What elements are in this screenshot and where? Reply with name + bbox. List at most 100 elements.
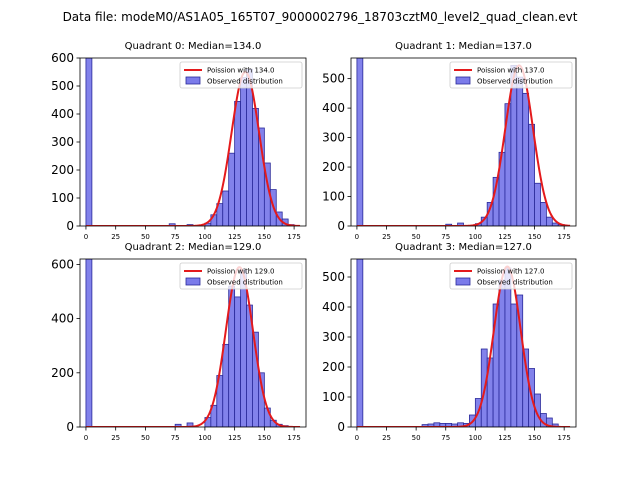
quadrant-3-axes-frame (350, 258, 577, 428)
histogram-bar (504, 267, 512, 427)
quadrant-3-chart: Quadrant 3: Median=127.00100200300400500… (322, 242, 577, 442)
x-tick-label: 175 (557, 434, 570, 442)
x-tick-label: 0 (355, 233, 359, 241)
x-tick-label: 50 (141, 233, 150, 241)
x-tick-label: 50 (412, 233, 421, 241)
x-tick-label: 175 (287, 233, 300, 241)
histogram-bar (516, 76, 524, 226)
quadrant-3-title: Quadrant 3: Median=127.0 (395, 242, 532, 253)
x-tick-label: 150 (528, 434, 541, 442)
quadrant-1-chart: Quadrant 1: Median=137.00100200300400500… (322, 41, 577, 241)
histogram-bar (534, 393, 541, 427)
x-tick-label: 0 (84, 434, 88, 442)
x-tick-label: 0 (355, 434, 359, 442)
y-tick-label: 400 (51, 107, 74, 121)
y-tick-label: 0 (66, 420, 74, 434)
x-tick-label: 25 (111, 233, 120, 241)
quadrant-2-axes-frame (79, 258, 307, 428)
legend-box (179, 61, 303, 89)
x-tick-label: 125 (228, 434, 241, 442)
x-tick-label: 25 (111, 434, 120, 442)
x-tick-label: 100 (198, 434, 211, 442)
y-tick-label: 200 (322, 160, 345, 174)
histogram-bar (545, 216, 553, 226)
histogram-bar (85, 58, 93, 226)
histogram-bar (545, 417, 553, 427)
histogram-bar (234, 101, 241, 226)
x-tick-label: 75 (441, 233, 450, 241)
histogram-bar (540, 202, 547, 226)
legend-box (179, 262, 303, 290)
x-tick-label: 150 (258, 434, 271, 442)
x-tick-label: 100 (469, 233, 482, 241)
x-tick-label: 75 (171, 434, 180, 442)
y-tick-label: 200 (51, 163, 74, 177)
histogram-bar (85, 259, 93, 427)
quadrant-2-legend: Poission with 129.0 Observed distribution (179, 262, 303, 290)
x-tick-label: 25 (382, 434, 391, 442)
y-tick-label: 500 (51, 79, 74, 93)
y-tick-label: 600 (51, 51, 74, 65)
legend-curve-label: Poission with 137.0 (477, 67, 545, 75)
quadrant-0-chart: Quadrant 0: Median=134.0 0 100 200 300 400 500… (51, 41, 307, 241)
histogram-bar (356, 259, 364, 427)
poisson-curve (85, 266, 301, 427)
y-tick-label: 500 (322, 72, 345, 86)
quadrant-0-title: Quadrant 0: Median=134.0 (125, 41, 262, 52)
y-tick-label: 400 (322, 101, 345, 115)
x-tick-label: 25 (382, 233, 391, 241)
quadrant-1-axes-frame (350, 57, 577, 227)
histogram-bar (246, 68, 253, 226)
histogram-bar (534, 182, 541, 226)
y-tick-label: 400 (322, 300, 345, 314)
legend-bar-swatch (185, 277, 201, 286)
x-tick-label: 150 (528, 233, 541, 241)
y-tick-label: 100 (51, 191, 74, 205)
quadrant-2-title: Quadrant 2: Median=129.0 (125, 242, 262, 253)
histogram-bar (186, 422, 194, 427)
x-tick-label: 125 (498, 434, 511, 442)
legend-bar-label: Observed distribution (207, 279, 283, 287)
histogram-bar (222, 190, 230, 226)
y-tick-label: 100 (322, 190, 345, 204)
quadrant-2-chart: Quadrant 2: Median=129.0 0 200 400 600 0 25 50 7… (51, 242, 307, 442)
x-tick-label: 100 (198, 233, 211, 241)
x-tick-label: 50 (141, 434, 150, 442)
y-tick-label: 0 (337, 219, 345, 233)
histogram-bar (356, 58, 364, 226)
x-tick-label: 50 (412, 434, 421, 442)
legend-bar-label: Observed distribution (477, 279, 553, 287)
quadrant-3-legend: Poission with 127.0 Observed distribution (449, 262, 573, 290)
legend-bar-label: Observed distribution (207, 78, 283, 86)
y-tick-label: 200 (51, 366, 74, 380)
histogram-bar (240, 269, 247, 427)
legend-curve-label: Poission with 127.0 (477, 268, 545, 276)
x-tick-label: 75 (441, 434, 450, 442)
y-tick-label: 100 (322, 390, 345, 404)
legend-bar-label: Observed distribution (477, 78, 553, 86)
x-tick-label: 0 (84, 233, 88, 241)
x-tick-label: 150 (258, 233, 271, 241)
poisson-curve (356, 265, 571, 427)
quadrant-0-legend: Poission with 134.0 Observed distribution (179, 61, 303, 89)
histogram-bar (222, 343, 230, 427)
histogram-bar (522, 92, 530, 226)
y-tick-label: 300 (322, 330, 345, 344)
quadrant-1-title: Quadrant 1: Median=137.0 (395, 41, 532, 52)
histogram-bar (228, 152, 236, 226)
y-tick-label: 300 (322, 131, 345, 145)
figure-suptitle: Data file: modeM0/AS1A05_165T07_90000027… (63, 10, 578, 24)
x-tick-label: 125 (498, 233, 511, 241)
legend-bar-swatch (455, 76, 471, 85)
legend-box (449, 61, 573, 89)
histogram-bar (510, 303, 518, 427)
x-tick-label: 175 (287, 434, 300, 442)
y-tick-label: 300 (51, 135, 74, 149)
legend-box (449, 262, 573, 290)
y-tick-label: 500 (322, 270, 345, 284)
histogram-bar (240, 77, 247, 226)
legend-bar-swatch (185, 76, 201, 85)
quadrant-1-bars (356, 58, 565, 226)
x-tick-label: 100 (469, 434, 482, 442)
